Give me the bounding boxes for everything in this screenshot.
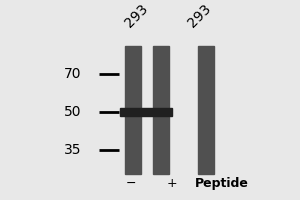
Text: 293: 293 — [122, 2, 151, 31]
Bar — [125, 46, 141, 174]
Bar — [198, 46, 214, 174]
Text: 70: 70 — [64, 67, 82, 81]
Text: 293: 293 — [185, 2, 213, 31]
Text: 35: 35 — [64, 143, 82, 157]
Text: Peptide: Peptide — [194, 177, 248, 190]
Bar — [153, 46, 169, 174]
Text: +: + — [167, 177, 178, 190]
Bar — [120, 108, 172, 116]
Text: −: − — [126, 177, 136, 190]
Text: 50: 50 — [64, 105, 82, 119]
